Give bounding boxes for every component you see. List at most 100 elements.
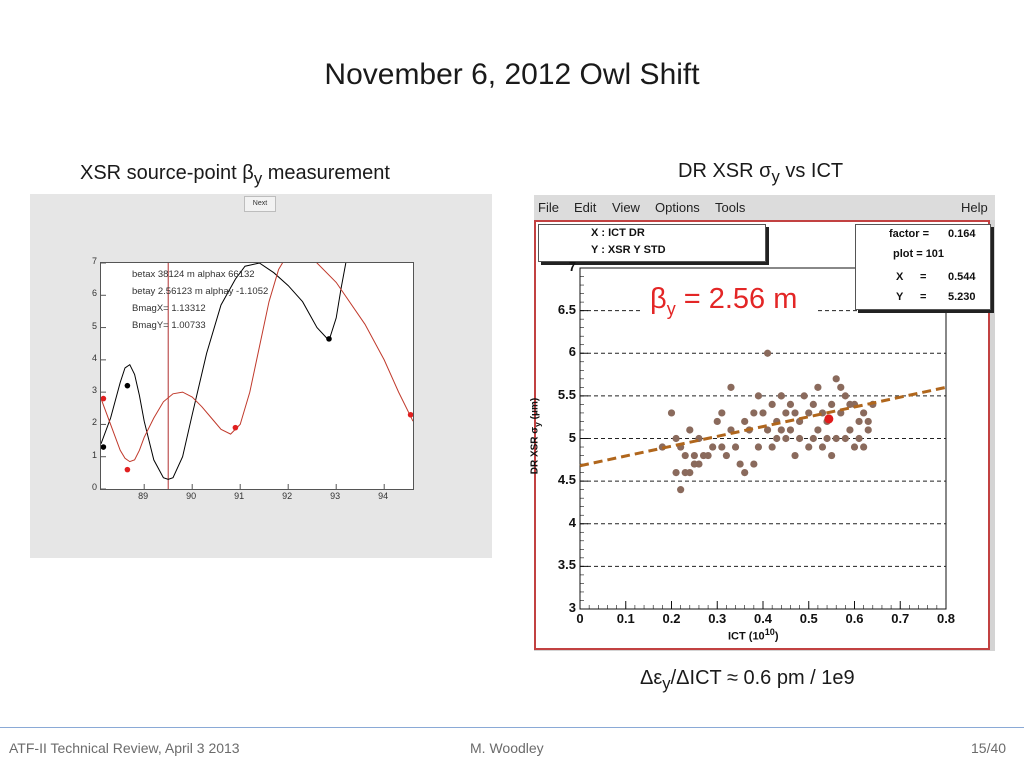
menu-options[interactable]: Options — [655, 200, 700, 215]
x-tick-label: 0.2 — [662, 611, 681, 626]
x-tick-label: 0.1 — [616, 611, 635, 626]
measurement-point-x — [101, 444, 107, 450]
info-x-line: X : ICT DR — [591, 227, 645, 239]
y-tick-label: 5 — [91, 320, 97, 331]
scatter-point — [768, 443, 776, 451]
beta-measurement-plot — [100, 262, 414, 490]
scatter-point — [786, 426, 795, 434]
menu-tools[interactable]: Tools — [715, 200, 746, 215]
y-tick-label: 7 — [568, 259, 576, 274]
linear-fit-line — [579, 385, 947, 468]
y-tick-label: 3 — [568, 600, 576, 615]
scatter-point — [837, 409, 845, 417]
scatter-point — [828, 451, 836, 460]
scatter-point — [672, 434, 680, 443]
scatter-point — [754, 443, 763, 451]
scatter-point — [777, 426, 785, 434]
x-tick-label: 89 — [138, 491, 149, 501]
scatter-point — [791, 451, 799, 460]
scatter-point — [777, 392, 785, 400]
scatter-point — [759, 409, 767, 417]
factor-label: factor = — [889, 228, 930, 240]
y-tick-label: 5.5 — [557, 386, 576, 402]
x-tick-label: 93 — [330, 491, 341, 501]
scatter-point — [832, 434, 840, 443]
y-tick-label: 0 — [91, 482, 97, 492]
scatter-point — [805, 409, 813, 417]
scatter-point — [741, 417, 749, 426]
x-tick-label: 90 — [186, 491, 197, 501]
measurement-point-y — [101, 395, 107, 402]
footer-left: ATF-II Technical Review, April 3 2013 — [9, 740, 240, 756]
left-subtitle: XSR source-point βy measurement — [80, 162, 390, 188]
x-tick-label: 91 — [234, 491, 245, 501]
scatter-point — [841, 434, 849, 443]
scatter-point — [796, 434, 804, 443]
scatter-point — [736, 460, 744, 468]
plot-label: plot = 101 — [893, 248, 945, 260]
scatter-point — [677, 486, 685, 494]
slide-title: November 6, 2012 Owl Shift — [324, 58, 700, 91]
scatter-point — [814, 426, 822, 434]
scatter-point — [814, 383, 822, 391]
y-tick-label: 7 — [91, 256, 97, 266]
menu-edit[interactable]: Edit — [574, 200, 597, 215]
y-tick-label: 6 — [91, 288, 97, 299]
fit-curve-x — [101, 263, 347, 480]
x-tick-label: 94 — [378, 491, 389, 501]
y-tick-label: 4.5 — [557, 472, 576, 488]
emittance-note: Δεy/ΔICT ≈ 0.6 pm / 1e9 — [640, 667, 855, 693]
scatter-point — [754, 392, 763, 400]
stats-y-value: 5.230 — [948, 291, 976, 303]
y-tick-label: 6 — [568, 344, 576, 360]
stats-x-eq: = — [920, 271, 927, 283]
scatter-point — [763, 349, 772, 357]
scatter-point — [837, 383, 845, 391]
measurement-point-y — [124, 466, 131, 473]
legend-line-betax: betax 38124 m alphax 66132 — [132, 269, 255, 280]
y-tick-label: 4 — [568, 514, 576, 530]
x-tick-label: 0.7 — [891, 611, 910, 626]
scatter-point — [750, 409, 758, 417]
scatter-point — [704, 451, 712, 460]
legend-line-bmagy: BmagY= 1.00733 — [132, 320, 206, 331]
scatter-point — [713, 417, 721, 426]
y-tick-label: 3 — [91, 385, 97, 396]
scatter-point — [786, 400, 795, 408]
menu-view[interactable]: View — [612, 200, 640, 215]
menu-file[interactable]: File — [538, 200, 559, 215]
footer-center: M. Woodley — [470, 740, 544, 756]
scatter-point — [846, 426, 854, 434]
factor-value: 0.164 — [948, 228, 976, 240]
x-tick-label: 0.3 — [708, 611, 727, 626]
scatter-point — [850, 443, 859, 451]
info-y-line: Y : XSR Y STD — [591, 244, 666, 256]
menu-help[interactable]: Help — [961, 200, 988, 215]
stats-y-label: Y — [896, 291, 904, 303]
x-tick-label: 0.8 — [936, 611, 956, 626]
stats-x-value: 0.544 — [948, 271, 976, 283]
beta-y-label: βy = 2.56 m — [650, 283, 798, 319]
scatter-point — [741, 469, 749, 477]
scatter-point — [805, 443, 813, 451]
fit-legend: betax 38124 m alphax 66132 betay 2.56123… — [132, 269, 268, 337]
measurement-point-x — [326, 336, 332, 342]
footer-divider — [0, 727, 1024, 728]
scatter-point — [782, 409, 790, 417]
x-axis-label: ICT (1010) — [728, 627, 779, 643]
next-button[interactable]: Next — [244, 196, 276, 212]
scatter-point — [800, 392, 808, 400]
scatter-point — [855, 417, 863, 426]
x-tick-label: 0 — [576, 611, 584, 626]
scatter-point — [690, 451, 698, 460]
y-tick-label: 6.5 — [557, 301, 576, 317]
legend-line-betay: betay 2.56123 m alphay -1.1052 — [132, 286, 269, 297]
scatter-point — [681, 451, 689, 460]
scatter-point — [864, 426, 872, 434]
y-tick-label: 3.5 — [557, 557, 576, 573]
scatter-point — [773, 434, 781, 443]
scatter-point — [718, 443, 726, 451]
scatter-point — [672, 469, 680, 477]
scatter-point — [860, 443, 868, 451]
scatter-point — [686, 469, 694, 477]
